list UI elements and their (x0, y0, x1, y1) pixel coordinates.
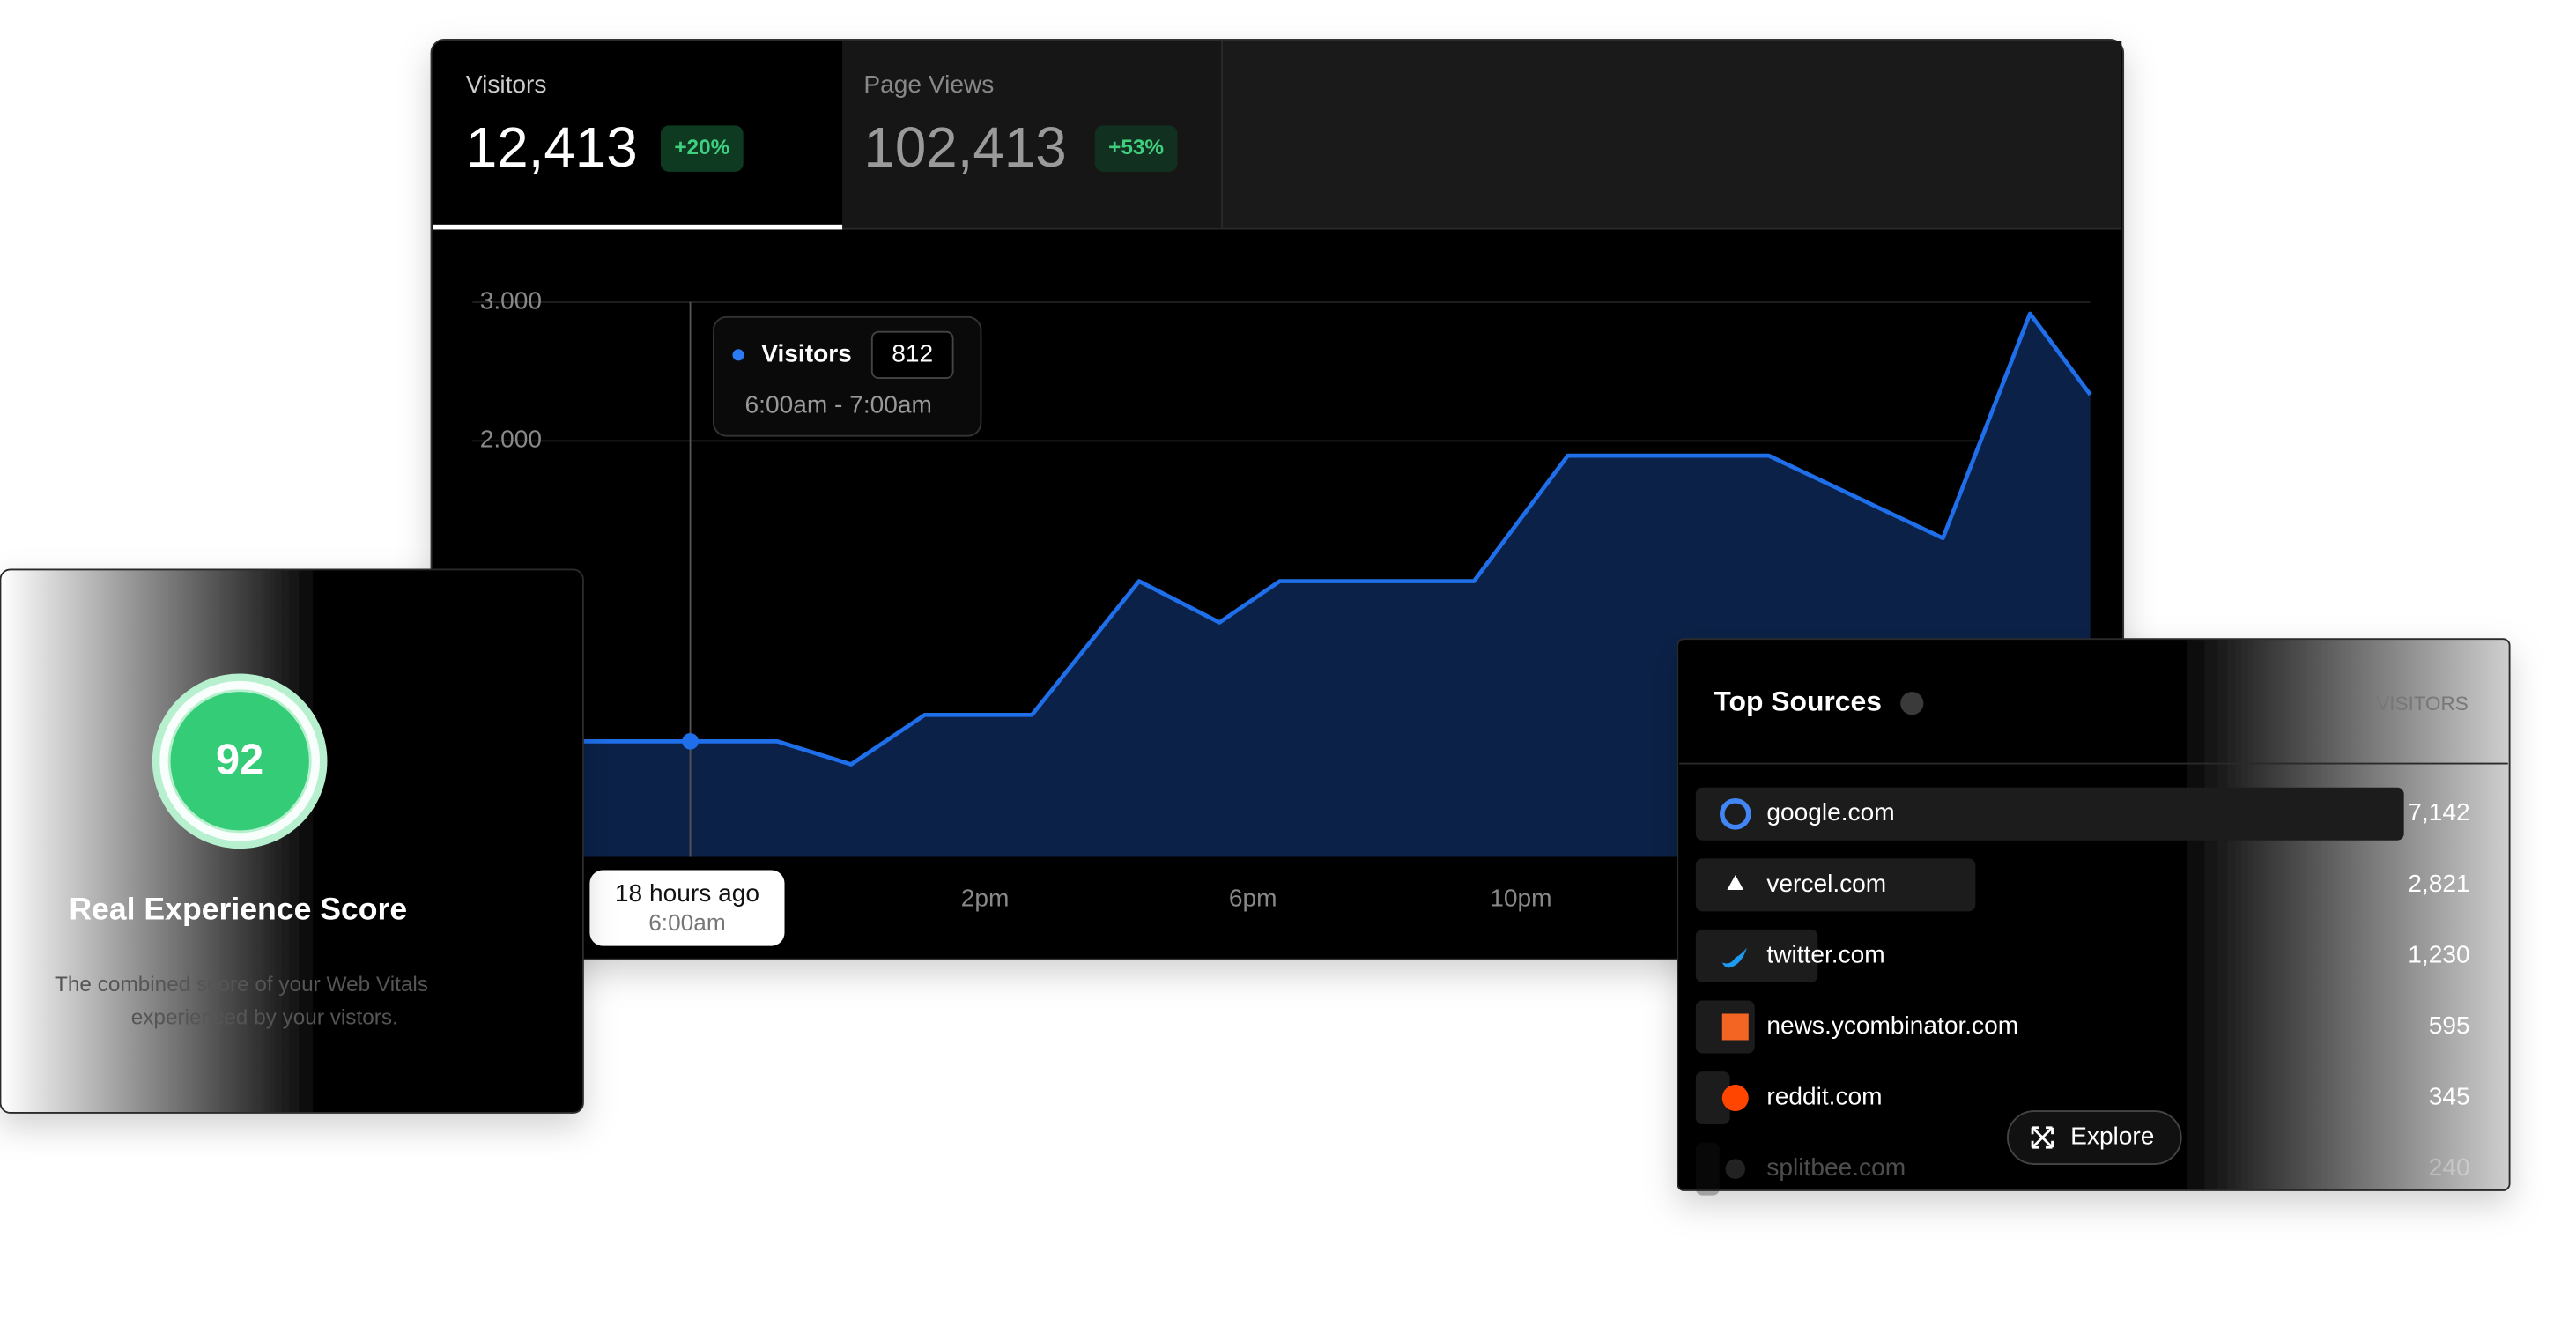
source-value: 595 (2429, 1012, 2470, 1039)
twitter-icon (1721, 947, 1747, 968)
source-bar (1695, 929, 1818, 982)
source-value: 345 (2429, 1082, 2470, 1109)
source-name: google.com (1766, 798, 1894, 826)
tab-value: 12,413 (466, 116, 638, 179)
tooltip-dot (732, 349, 744, 361)
change-text: +53% (1108, 136, 1164, 159)
column-header: VISITORS (2376, 693, 2468, 715)
hover-time: 6:00am (648, 909, 725, 936)
source-name: splitbee.com (1766, 1153, 1906, 1181)
y-tick-label: 2.000 (480, 426, 542, 453)
source-value: 7,142 (2408, 798, 2469, 826)
active-tab-underline (433, 224, 843, 230)
explore-button[interactable]: Explore (2007, 1110, 2182, 1165)
source-name: twitter.com (1766, 940, 1884, 967)
score-ring (159, 680, 321, 841)
reddit-icon (1721, 1085, 1749, 1112)
visitors-tab[interactable]: Visitors 12,413 +20% (466, 70, 744, 179)
score-title: Real Experience Score (69, 892, 407, 927)
source-bar (1695, 1071, 1730, 1125)
source-name: reddit.com (1766, 1082, 1882, 1109)
hover-label: 18 hours ago 6:00am (589, 870, 785, 946)
source-name: news.ycombinator.com (1766, 1012, 2018, 1039)
source-name: vercel.com (1766, 870, 1886, 897)
score-fill (170, 692, 309, 831)
tooltip-value: 812 (892, 339, 933, 367)
source-bar (1695, 1142, 1720, 1196)
source-bar (1695, 787, 2404, 841)
score-description: experienced by your vistors. (131, 1006, 398, 1030)
vercel-icon (1721, 871, 1744, 890)
expand-icon (2031, 1126, 2054, 1149)
info-icon[interactable] (1900, 692, 1924, 715)
source-value: 2,821 (2408, 870, 2469, 897)
line (582, 311, 2092, 767)
score-value: 92 (216, 737, 263, 784)
button-label[interactable]: Explore (2070, 1122, 2154, 1149)
hover-point (682, 733, 699, 750)
sources-card-bg (1677, 638, 2511, 1191)
x-tick-label: 6pm (1229, 885, 1277, 912)
score-card (0, 568, 584, 1114)
sources-title: Top Sources (1714, 686, 1882, 717)
tooltip-range: 6:00am - 7:00am (745, 390, 932, 418)
source-value: 240 (2429, 1153, 2470, 1181)
pageviews-tab[interactable]: Page Views 102,413 +53% (863, 70, 1178, 179)
source-icons (1719, 797, 1751, 1179)
tab-value: 102,413 (863, 116, 1066, 179)
splitbee-icon (1725, 1159, 1746, 1179)
hover-relative: 18 hours ago (615, 879, 759, 907)
source-value: 1,230 (2408, 940, 2469, 967)
google-icon (1719, 797, 1751, 830)
score-card-bg (0, 568, 584, 1114)
hover-label-box (589, 870, 785, 946)
y-tick-label: 3.000 (480, 286, 542, 314)
header-bg (1222, 41, 2122, 228)
source-bar (1695, 858, 1976, 912)
change-badge (660, 125, 744, 172)
tooltip-series: Visitors (761, 339, 852, 367)
hn-icon (1721, 1013, 1749, 1041)
change-text: +20% (674, 136, 729, 159)
sources-card (1677, 638, 2511, 1191)
tooltip-value-box (870, 330, 954, 380)
x-tick-label: 2pm (961, 885, 1010, 912)
button-bg[interactable] (2007, 1110, 2182, 1165)
tab-label: Visitors (466, 70, 547, 98)
tooltip: Visitors 812 6:00am - 7:00am (712, 315, 982, 437)
change-badge (1094, 125, 1178, 172)
x-tick-label: 10pm (1490, 885, 1551, 912)
tab-label: Page Views (863, 70, 994, 98)
score-description: The combined score of your Web Vitals (55, 973, 428, 997)
source-rows: google.com 7,142 vercel.com 2,821 twitter.co… (1695, 787, 2470, 1196)
